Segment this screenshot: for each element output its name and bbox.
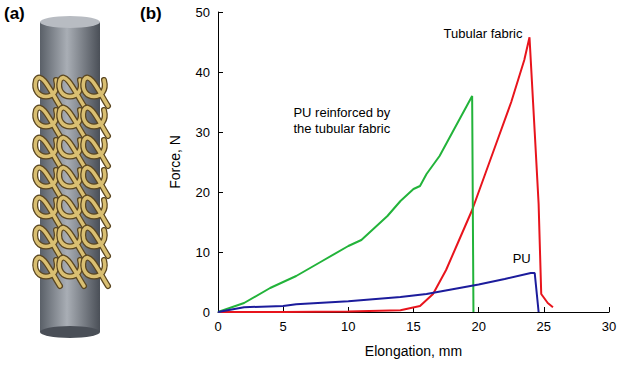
svg-text:10: 10 [341, 319, 355, 334]
svg-text:PU reinforced by: PU reinforced by [293, 105, 390, 120]
svg-text:40: 40 [196, 65, 210, 80]
svg-text:Tubular fabric: Tubular fabric [443, 26, 522, 41]
svg-text:Force, N: Force, N [167, 135, 183, 189]
svg-text:30: 30 [196, 125, 210, 140]
svg-text:15: 15 [406, 319, 420, 334]
svg-text:0: 0 [203, 305, 210, 320]
svg-text:50: 50 [196, 5, 210, 20]
svg-text:Elongation, mm: Elongation, mm [365, 343, 462, 359]
html-text:(a): (a) [4, 4, 25, 23]
html-text:(b): (b) [140, 4, 162, 23]
svg-text:0: 0 [214, 319, 221, 334]
svg-text:5: 5 [280, 319, 287, 334]
svg-text:30: 30 [602, 319, 616, 334]
svg-text:20: 20 [471, 319, 485, 334]
svg-text:PU: PU [513, 251, 531, 266]
svg-text:25: 25 [537, 319, 551, 334]
svg-text:10: 10 [196, 245, 210, 260]
svg-text:20: 20 [196, 185, 210, 200]
svg-text:the tubular fabric: the tubular fabric [293, 121, 390, 136]
